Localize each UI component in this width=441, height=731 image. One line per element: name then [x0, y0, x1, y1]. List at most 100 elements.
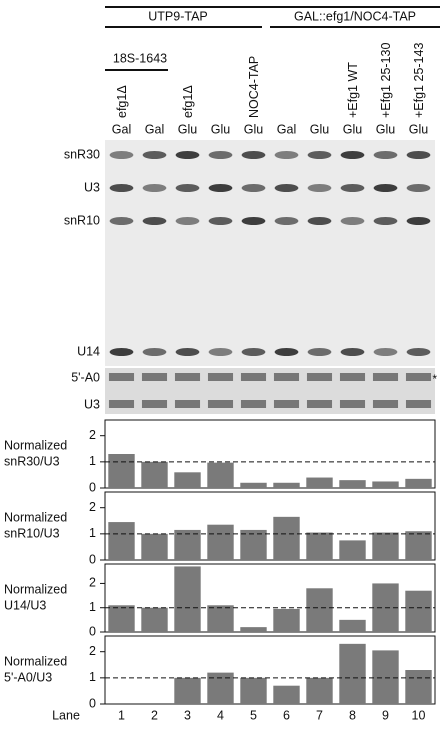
band-label: 5'-A0 — [71, 370, 100, 384]
y-tick-label: 0 — [89, 480, 96, 494]
bar — [141, 607, 168, 632]
gel-band — [339, 400, 366, 408]
gel-band — [240, 400, 267, 408]
medium-label: Gal — [112, 122, 131, 136]
gel-band — [274, 348, 299, 356]
bar — [339, 619, 366, 632]
y-axis-label: U14/U3 — [4, 598, 46, 612]
strain-label: +Efg1 WT — [346, 62, 360, 118]
bar — [207, 524, 234, 560]
gel-band — [406, 151, 431, 159]
gel-band — [339, 373, 366, 381]
bar — [174, 472, 201, 488]
bar — [339, 540, 366, 560]
band-label: snR30 — [64, 147, 100, 161]
gel-band — [174, 373, 201, 381]
strain-label: +Efg1 25-143 — [412, 43, 426, 118]
medium-label: Glu — [178, 122, 198, 136]
gel-band — [109, 151, 134, 159]
bar — [108, 522, 135, 560]
bar — [207, 605, 234, 632]
bar — [108, 605, 135, 632]
gel-band — [141, 373, 168, 381]
gel-band — [273, 400, 300, 408]
y-tick-label: 2 — [89, 644, 96, 658]
gel-band — [108, 400, 135, 408]
medium-label: Glu — [310, 122, 330, 136]
x-tick-label: 3 — [184, 708, 191, 722]
gel-band — [307, 217, 332, 225]
gel-band — [307, 151, 332, 159]
strain-label: NOC4-TAP — [247, 56, 261, 118]
panel-frame — [104, 419, 436, 489]
x-tick-label: 9 — [382, 708, 389, 722]
gel-band — [372, 373, 399, 381]
y-tick-label: 1 — [89, 454, 96, 468]
bar — [405, 590, 432, 632]
panel-frame — [104, 491, 436, 561]
gel-band — [109, 217, 134, 225]
medium-label: Gal — [145, 122, 164, 136]
gel-marker: * — [432, 372, 437, 386]
gel-band — [175, 348, 200, 356]
gel-band — [142, 348, 167, 356]
y-axis-label: 5'-A0/U3 — [4, 670, 52, 684]
bar — [141, 533, 168, 560]
gel-band — [142, 217, 167, 225]
bar — [306, 477, 333, 488]
gel-band — [174, 400, 201, 408]
x-tick-label: 1 — [118, 708, 125, 722]
bar — [273, 516, 300, 560]
gel-band — [142, 151, 167, 159]
band-label: U3 — [84, 397, 100, 411]
y-axis-label: snR30/U3 — [4, 454, 60, 468]
y-tick-label: 2 — [89, 428, 96, 442]
y-axis-label: Normalized — [4, 654, 67, 668]
gel-band — [406, 348, 431, 356]
gel-band — [406, 217, 431, 225]
y-axis-label: snR10/U3 — [4, 526, 60, 540]
gel-band — [142, 184, 167, 192]
gel-band — [340, 151, 365, 159]
gel-band — [274, 151, 299, 159]
group-label: UTP9-TAP — [148, 9, 208, 23]
x-tick-label: 7 — [316, 708, 323, 722]
bar — [240, 627, 267, 632]
bar — [306, 588, 333, 632]
bar — [306, 532, 333, 560]
gel-band — [274, 184, 299, 192]
bar — [339, 480, 366, 488]
medium-label: Glu — [343, 122, 363, 136]
bar — [141, 461, 168, 488]
x-tick-label: 2 — [151, 708, 158, 722]
gel-band — [340, 184, 365, 192]
x-tick-label: 4 — [217, 708, 224, 722]
gel-band — [307, 184, 332, 192]
group-label: GAL::efg1/NOC4-TAP — [294, 9, 416, 23]
strain-label: efg1Δ — [181, 85, 195, 118]
bar — [207, 462, 234, 488]
gel-band — [208, 217, 233, 225]
x-tick-label: 10 — [412, 708, 426, 722]
panel-frame — [104, 635, 436, 705]
bar — [240, 677, 267, 704]
strain-label: efg1Δ — [115, 85, 129, 118]
y-tick-label: 0 — [89, 696, 96, 710]
y-tick-label: 1 — [89, 526, 96, 540]
gel-band — [240, 373, 267, 381]
bar — [174, 677, 201, 704]
gel-band — [406, 184, 431, 192]
y-tick-label: 0 — [89, 552, 96, 566]
bar — [174, 529, 201, 560]
bar — [240, 529, 267, 560]
strain-label: +Efg1 25-130 — [379, 43, 393, 118]
gel-band — [306, 373, 333, 381]
medium-label: Glu — [376, 122, 396, 136]
band-label: snR10 — [64, 213, 100, 227]
subgroup-label: 18S-1643 — [113, 51, 167, 65]
gel-band — [208, 151, 233, 159]
gel-band — [208, 184, 233, 192]
y-tick-label: 1 — [89, 600, 96, 614]
gel-band — [273, 373, 300, 381]
